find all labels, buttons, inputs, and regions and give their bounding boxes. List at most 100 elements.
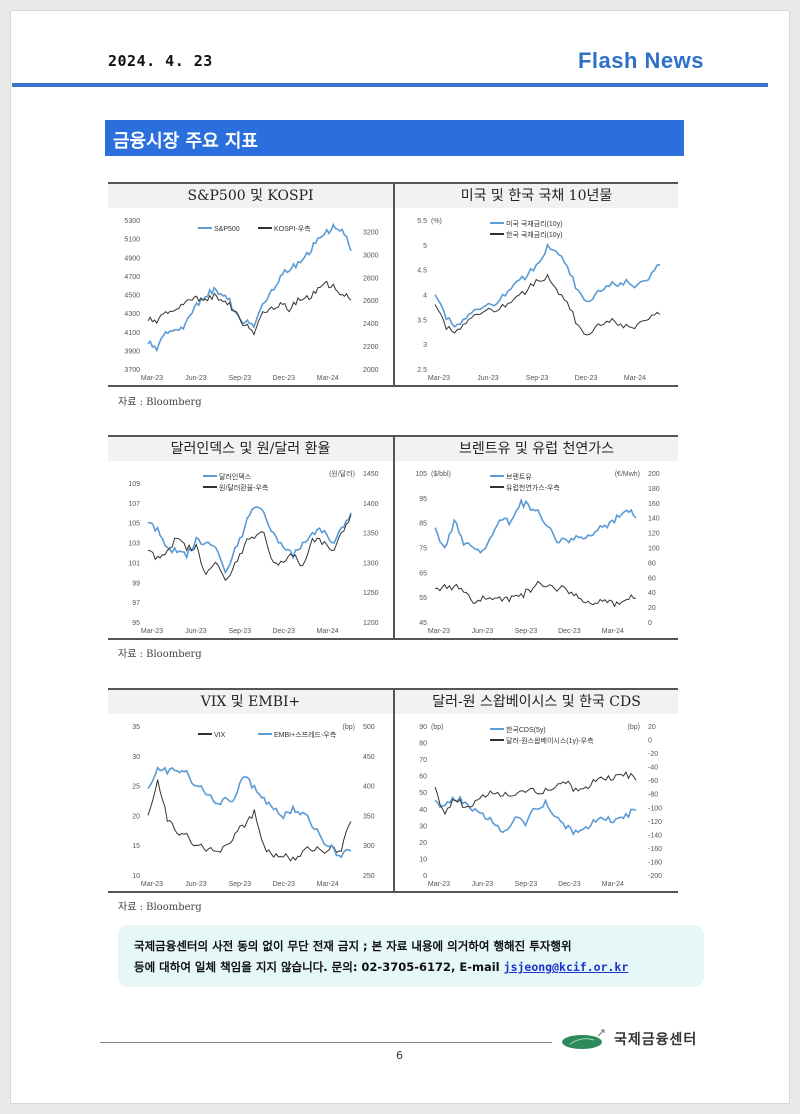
chart-title: S&P500 및 KOSPI xyxy=(108,184,393,208)
svg-text:Jun-23: Jun-23 xyxy=(185,881,207,888)
svg-text:(€/Mwh): (€/Mwh) xyxy=(615,471,640,478)
disclaimer-line-1: 국제금융센터의 사전 동의 없이 무단 전재 금지 ; 본 자료 내용에 의거하… xyxy=(134,939,572,953)
svg-text:-40: -40 xyxy=(648,765,658,772)
svg-text:-160: -160 xyxy=(648,846,662,853)
leaf-logo-icon xyxy=(562,1029,605,1049)
svg-text:80: 80 xyxy=(419,741,427,748)
svg-text:5300: 5300 xyxy=(124,218,140,225)
svg-text:50: 50 xyxy=(419,790,427,797)
svg-text:(bp): (bp) xyxy=(628,724,640,731)
svg-text:2000: 2000 xyxy=(363,367,379,374)
svg-text:-140: -140 xyxy=(648,832,662,839)
svg-text:3700: 3700 xyxy=(124,367,140,374)
svg-text:140: 140 xyxy=(648,516,660,523)
svg-text:Dec-23: Dec-23 xyxy=(575,375,598,382)
svg-text:80: 80 xyxy=(648,560,656,567)
svg-text:30: 30 xyxy=(419,823,427,830)
svg-text:-100: -100 xyxy=(648,805,662,812)
svg-text:Jun-23: Jun-23 xyxy=(477,375,499,382)
svg-text:Dec-23: Dec-23 xyxy=(273,881,296,888)
svg-text:Mar-23: Mar-23 xyxy=(141,881,163,888)
svg-text:0: 0 xyxy=(648,620,652,627)
svg-text:4500: 4500 xyxy=(124,293,140,300)
logo-text: 국제금융센터 xyxy=(614,1032,698,1048)
line-chart: 95 97 99 101 103 105 107 109 1200 1250 1300 1350 140… xyxy=(128,469,379,635)
svg-text:2800: 2800 xyxy=(363,275,379,282)
svg-text:20: 20 xyxy=(419,840,427,847)
line-chart: 10 15 20 25 30 35 250 300 350 400 450 500 (bp) Mar-23… xyxy=(132,724,375,888)
svg-text:107: 107 xyxy=(128,501,140,508)
svg-text:Mar-24: Mar-24 xyxy=(624,375,646,382)
svg-text:2.5: 2.5 xyxy=(417,367,427,374)
svg-text:10: 10 xyxy=(419,856,427,863)
svg-text:0: 0 xyxy=(423,873,427,880)
svg-text:109: 109 xyxy=(128,481,140,488)
svg-text:Mar-24: Mar-24 xyxy=(317,881,339,888)
disclaimer-line-2: 등에 대하여 일체 책임을 지지 않습니다. 문의: 02-3705-6172,… xyxy=(134,960,629,974)
svg-text:유럽천연가스-우측: 유럽천연가스-우측 xyxy=(506,483,560,492)
svg-text:-120: -120 xyxy=(648,819,662,826)
svg-text:30: 30 xyxy=(132,754,140,761)
svg-text:Mar-23: Mar-23 xyxy=(141,628,163,635)
svg-text:VIX: VIX xyxy=(214,732,226,739)
chart-title: 달러인덱스 및 원/달러 환율 xyxy=(108,437,393,461)
svg-text:2600: 2600 xyxy=(363,298,379,305)
svg-text:97: 97 xyxy=(132,600,140,607)
chart-bond-yields: 미국 및 한국 국채 10년물 2.5 3 3.5 4 4.5 5 5.5 (%) Mar-23… xyxy=(393,184,678,385)
svg-text:4.5: 4.5 xyxy=(417,268,427,275)
chart-title: 달러-원 스왑베이시스 및 한국 CDS xyxy=(395,690,678,714)
svg-text:60: 60 xyxy=(648,575,656,582)
svg-text:($/bbl): ($/bbl) xyxy=(431,471,451,478)
svg-text:85: 85 xyxy=(419,521,427,528)
svg-text:4100: 4100 xyxy=(124,330,140,337)
svg-text:20: 20 xyxy=(648,724,656,731)
svg-text:브렌트유: 브렌트유 xyxy=(506,472,532,481)
svg-text:105: 105 xyxy=(415,471,427,478)
svg-text:15: 15 xyxy=(132,843,140,850)
svg-text:KOSPI-우측: KOSPI-우측 xyxy=(274,224,311,233)
svg-text:400: 400 xyxy=(363,784,375,791)
brand-title: Flash News xyxy=(577,48,704,73)
svg-text:한국CDS(5y): 한국CDS(5y) xyxy=(506,726,546,734)
svg-text:3000: 3000 xyxy=(363,252,379,259)
svg-text:200: 200 xyxy=(648,471,660,478)
svg-text:Sep-23: Sep-23 xyxy=(515,881,538,888)
svg-text:3: 3 xyxy=(423,342,427,349)
svg-text:Sep-23: Sep-23 xyxy=(229,881,252,888)
svg-text:100: 100 xyxy=(648,546,660,553)
svg-text:450: 450 xyxy=(363,754,375,761)
chart-title: 브렌트유 및 유럽 천연가스 xyxy=(395,437,678,461)
svg-text:(원/달러): (원/달러) xyxy=(329,469,355,478)
svg-text:180: 180 xyxy=(648,486,660,493)
svg-text:10: 10 xyxy=(132,873,140,880)
svg-text:Dec-23: Dec-23 xyxy=(558,881,581,888)
chart-brent-gas: 브렌트유 및 유럽 천연가스 45 55 65 75 85 95 105 ($/bbl) 0 20… xyxy=(393,437,678,638)
svg-text:S&P500: S&P500 xyxy=(214,226,240,233)
svg-text:Jun-23: Jun-23 xyxy=(185,628,207,635)
line-chart: 3700 3900 4100 4300 4500 4700 4900 5100 5300 2000… xyxy=(124,218,379,382)
svg-text:한국 국채금리(10y): 한국 국채금리(10y) xyxy=(506,230,563,239)
svg-text:45: 45 xyxy=(419,620,427,627)
source-note: 자료 : Bloomberg xyxy=(118,397,202,408)
svg-text:25: 25 xyxy=(132,784,140,791)
contact-email-link[interactable]: jsjeong@kcif.or.kr xyxy=(503,960,629,974)
svg-text:95: 95 xyxy=(419,496,427,503)
svg-text:4: 4 xyxy=(423,293,427,300)
chart-title: VIX 및 EMBI+ xyxy=(108,690,393,714)
svg-text:120: 120 xyxy=(648,531,660,538)
svg-text:Mar-24: Mar-24 xyxy=(602,628,624,635)
svg-text:Mar-24: Mar-24 xyxy=(317,375,339,382)
footer-divider xyxy=(100,1042,552,1043)
svg-text:300: 300 xyxy=(363,843,375,850)
header-divider xyxy=(12,83,768,87)
svg-text:Sep-23: Sep-23 xyxy=(229,628,252,635)
svg-text:500: 500 xyxy=(363,724,375,731)
svg-text:1200: 1200 xyxy=(363,620,379,627)
svg-text:20: 20 xyxy=(648,605,656,612)
svg-text:-60: -60 xyxy=(648,778,658,785)
source-note: 자료 : Bloomberg xyxy=(118,902,202,913)
svg-text:-200: -200 xyxy=(648,873,662,880)
svg-text:1450: 1450 xyxy=(363,471,379,478)
svg-text:4700: 4700 xyxy=(124,274,140,281)
